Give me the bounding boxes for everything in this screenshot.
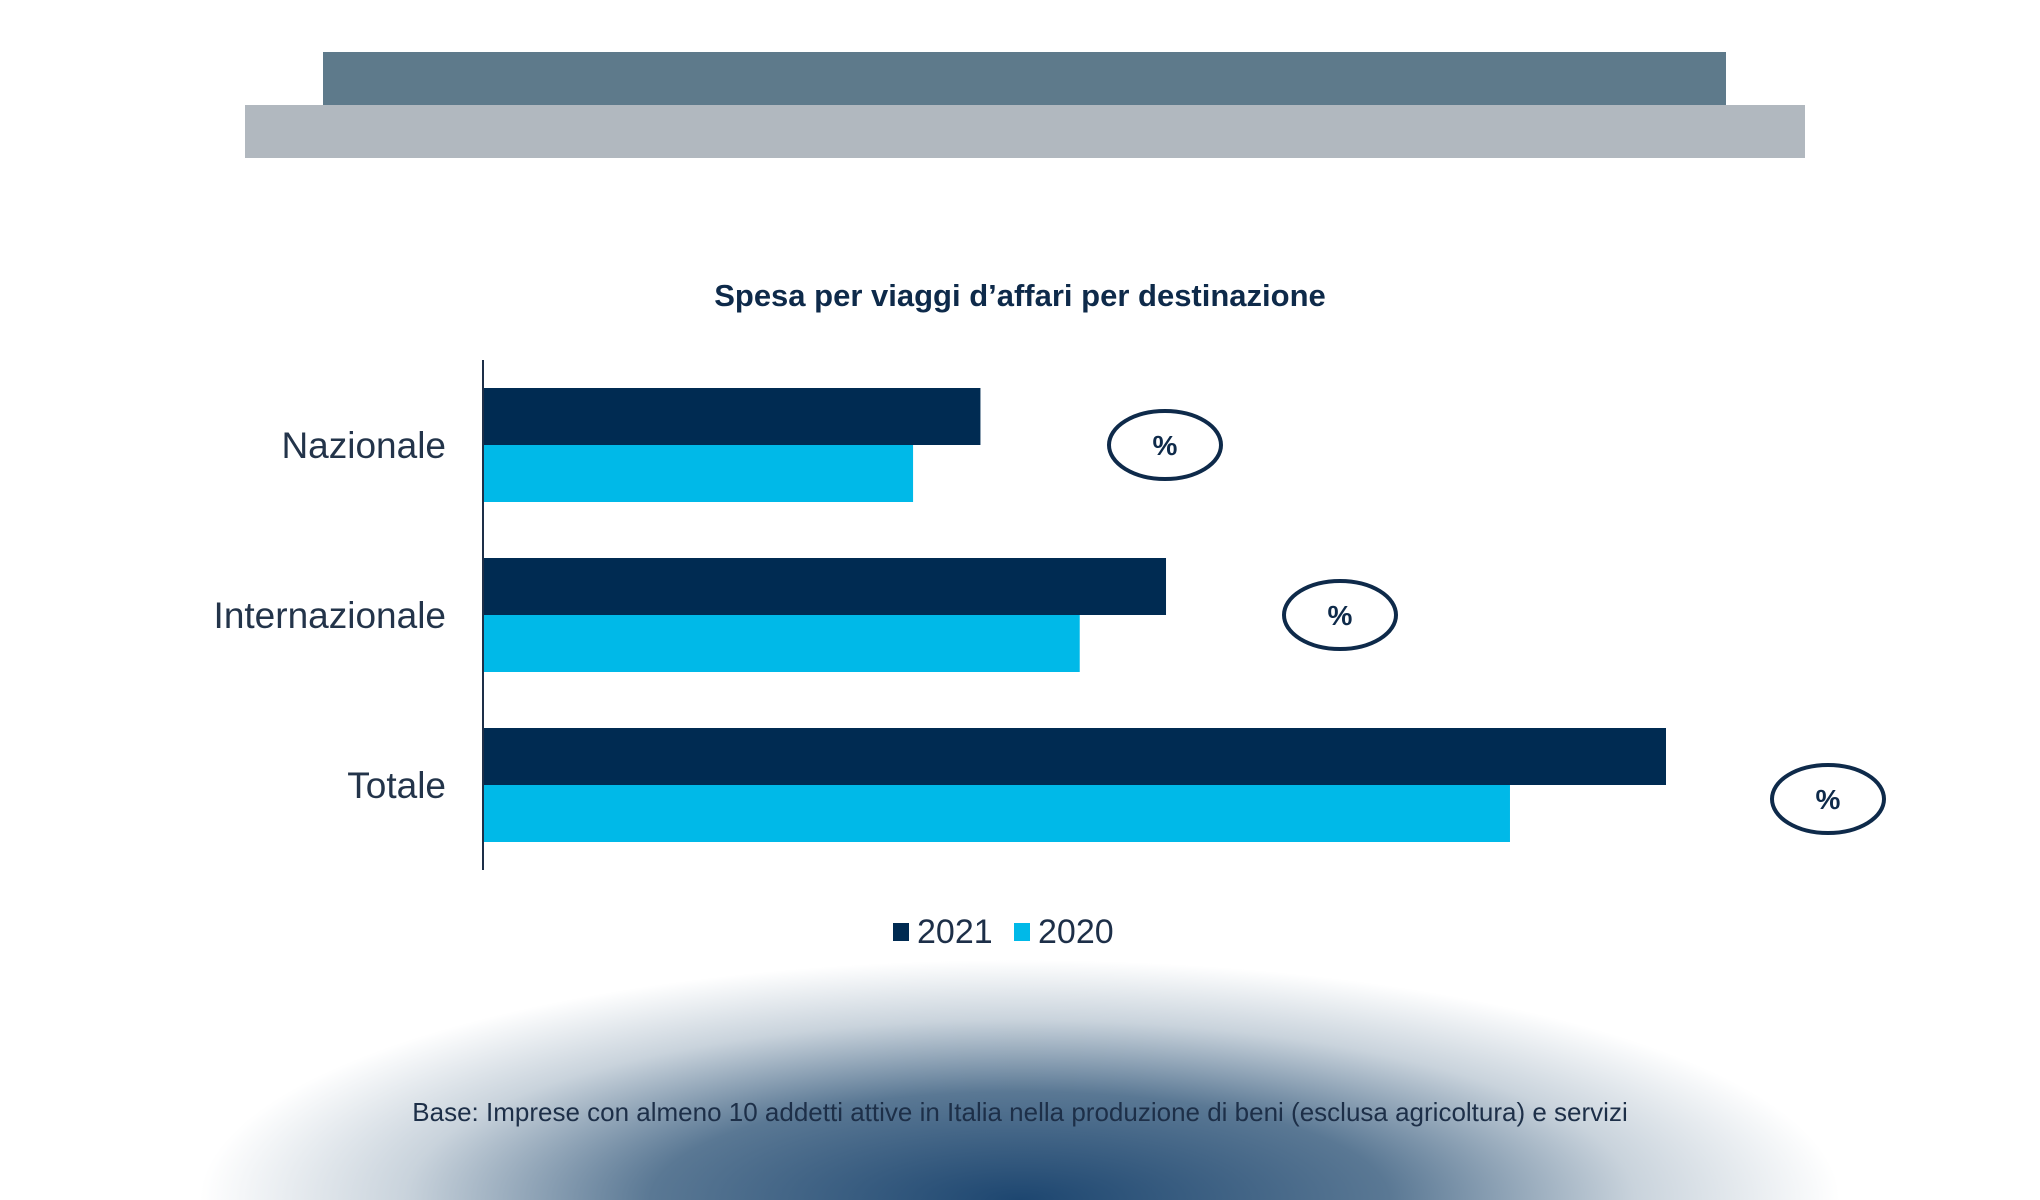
bar-totale-2020 <box>484 785 1510 842</box>
category-label: Nazionale <box>281 425 446 466</box>
value-ellipse <box>1770 763 1886 835</box>
header-band-dark <box>323 52 1726 105</box>
header-band-light <box>245 105 1805 158</box>
category-label: Totale <box>347 765 446 806</box>
bar-nazionale-2020 <box>484 445 914 502</box>
value-label: % <box>1328 600 1353 631</box>
legend-swatch-2020 <box>1014 923 1030 941</box>
value-label: % <box>1816 784 1841 815</box>
legend-label-2021: 2021 <box>917 913 993 951</box>
bar-internazionale-2020 <box>484 615 1080 672</box>
legend-label-2020: 2020 <box>1038 913 1114 951</box>
bar-internazionale-2021 <box>484 558 1167 615</box>
bar-totale-2021 <box>484 728 1666 785</box>
chart-title: Spesa per viaggi d’affari per destinazio… <box>714 278 1326 313</box>
value-ellipse <box>1282 579 1398 651</box>
legend-swatch-2021 <box>893 923 909 941</box>
category-label: Internazionale <box>214 595 446 636</box>
value-label: % <box>1153 430 1178 461</box>
value-ellipse <box>1107 409 1223 481</box>
bar-nazionale-2021 <box>484 388 981 445</box>
footnote: Base: Imprese con almeno 10 addetti atti… <box>412 1097 1628 1127</box>
